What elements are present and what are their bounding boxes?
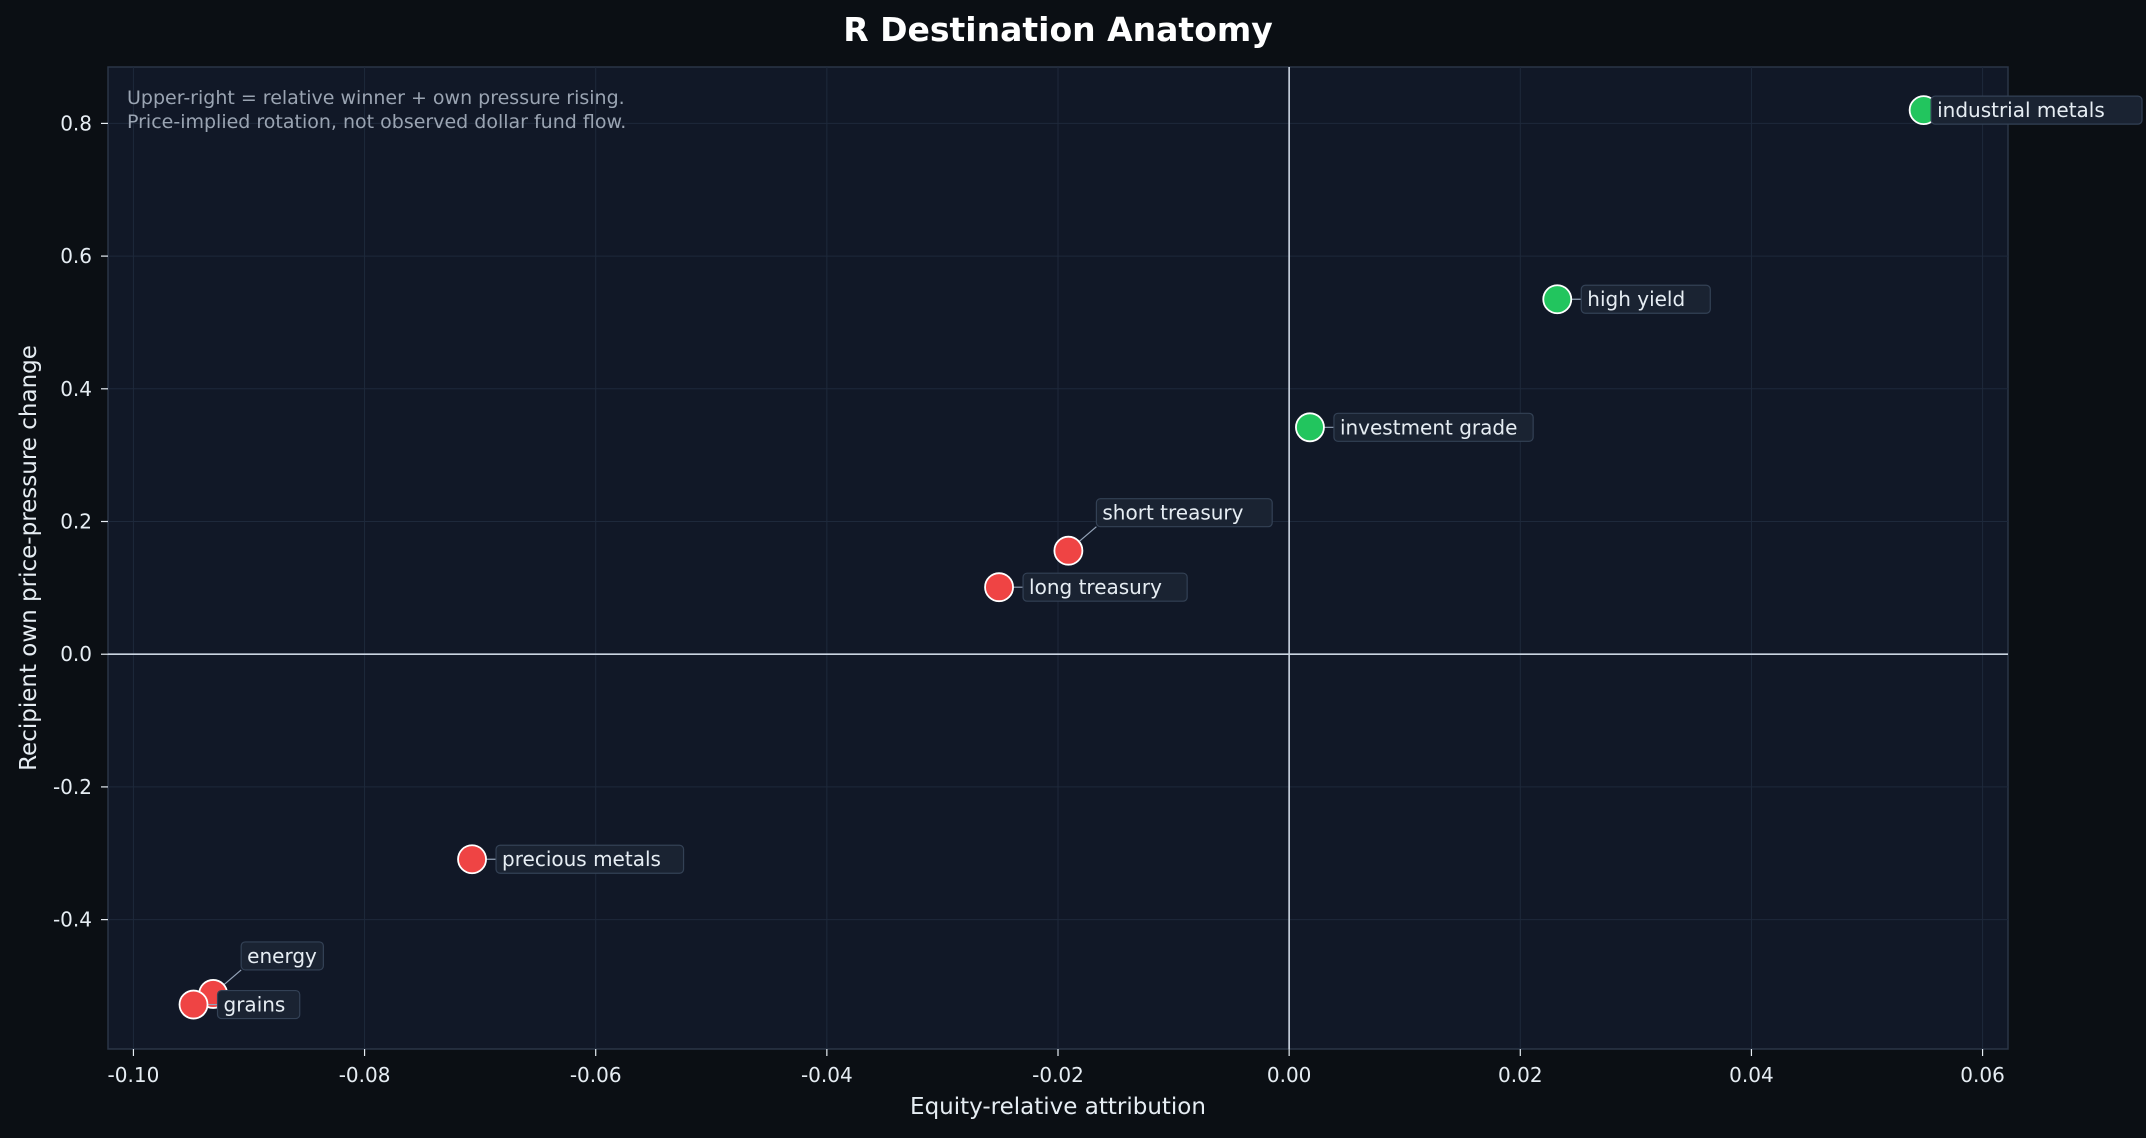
point-label-box — [1095, 498, 1273, 528]
point-label: precious metals — [502, 847, 661, 871]
x-axis-ticks: -0.10 -0.08 -0.06 -0.04 -0.02 0.00 0.02 0.04 0.0… — [108, 1049, 2005, 1087]
point-label-box — [216, 989, 301, 1020]
annotation-line-2: Price-implied rotation, not observed dol… — [127, 111, 626, 133]
x-tick-label: -0.02 — [1032, 1063, 1084, 1087]
y-tick-label: -0.2 — [53, 775, 92, 799]
annotation-line-1: Upper-right = relative winner + own pres… — [127, 87, 625, 109]
point-label: grains — [224, 993, 286, 1017]
data-point-group: long treasury — [984, 572, 1188, 603]
data-point-marker — [178, 989, 209, 1020]
x-tick-label: -0.10 — [108, 1063, 160, 1087]
x-axis-label: Equity-relative attribution — [910, 1094, 1206, 1120]
data-point-group: investment grade — [1295, 412, 1534, 443]
point-label: energy — [247, 944, 317, 968]
y-tick-label: 0.8 — [60, 111, 92, 135]
point-label-box — [1580, 284, 1711, 314]
point-label: industrial metals — [1937, 98, 2105, 122]
data-point-marker — [1295, 412, 1325, 443]
data-point-group: grains — [178, 989, 301, 1020]
x-tick-label: 0.00 — [1267, 1063, 1312, 1087]
point-label-box — [1022, 572, 1188, 602]
data-point-marker — [1542, 284, 1573, 315]
y-tick-label: -0.4 — [53, 908, 92, 932]
y-axis-ticks: -0.4 -0.2 0.0 0.2 0.4 0.6 0.8 — [53, 111, 108, 932]
point-label-box — [495, 844, 685, 874]
data-point-group: industrial metals — [1908, 95, 2143, 126]
x-tick-label: 0.06 — [1960, 1063, 2005, 1087]
data-point-group: short treasury — [1053, 498, 1273, 566]
point-label: long treasury — [1029, 575, 1162, 599]
chart-title: R Destination Anatomy — [843, 10, 1273, 49]
x-tick-label: -0.08 — [339, 1063, 391, 1087]
x-tick-label: -0.04 — [801, 1063, 853, 1087]
y-tick-label: 0.4 — [60, 377, 92, 401]
data-point-marker — [457, 844, 487, 875]
x-tick-label: -0.06 — [570, 1063, 622, 1087]
data-point-marker — [1053, 535, 1084, 566]
annotation-note: Upper-right = relative winner + own pres… — [127, 87, 626, 133]
point-label: short treasury — [1102, 501, 1243, 525]
reference-lines — [108, 67, 2008, 1049]
y-tick-label: 0.6 — [60, 244, 92, 268]
data-point-group: precious metals — [457, 844, 685, 875]
data-points: industrial metals high yield investment gr… — [178, 95, 2143, 1020]
point-label: investment grade — [1340, 415, 1517, 439]
point-label-box — [240, 941, 324, 971]
data-point-group: high yield — [1542, 284, 1711, 315]
point-label: high yield — [1587, 287, 1685, 311]
data-point-marker — [984, 572, 1014, 603]
y-axis-label: Recipient own price-pressure change — [16, 345, 42, 771]
x-tick-label: 0.02 — [1498, 1063, 1543, 1087]
y-tick-label: 0.0 — [60, 642, 92, 666]
x-tick-label: 0.04 — [1729, 1063, 1774, 1087]
point-label-box — [1333, 412, 1534, 442]
point-label-box — [1930, 95, 2143, 125]
y-tick-label: 0.2 — [60, 510, 92, 534]
